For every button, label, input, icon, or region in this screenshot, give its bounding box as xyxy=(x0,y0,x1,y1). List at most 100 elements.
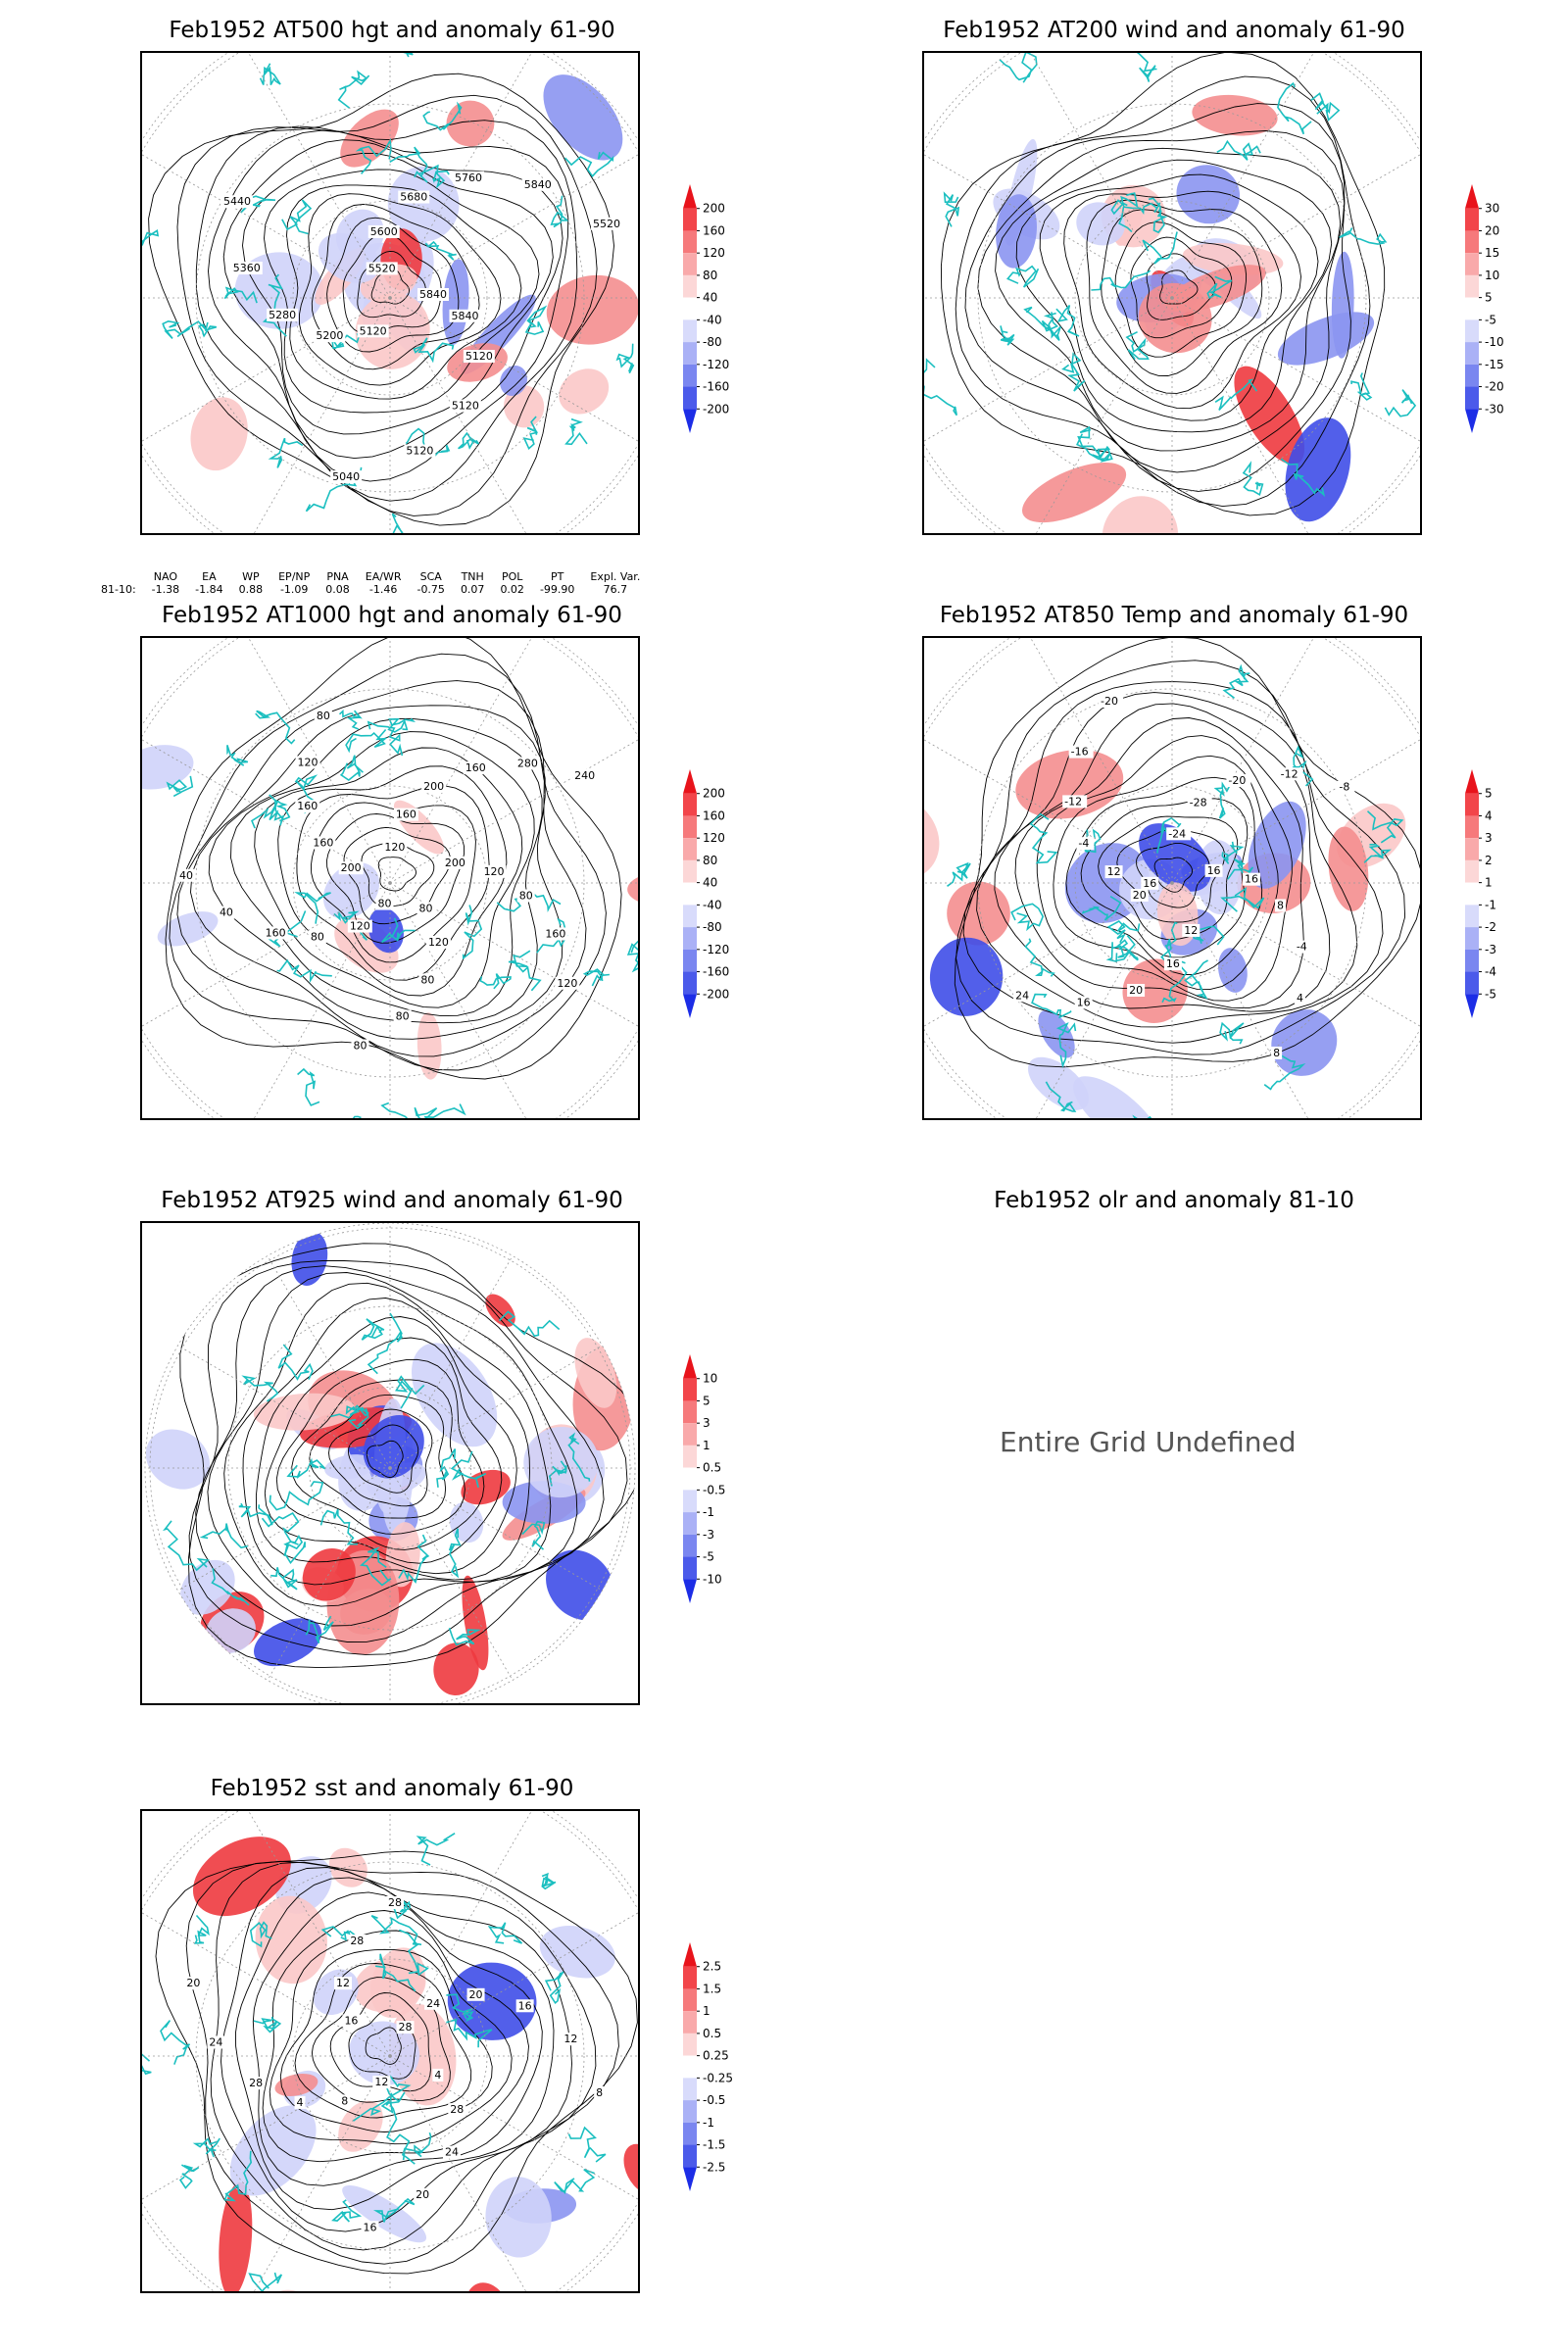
contour-label-bg xyxy=(1294,940,1312,954)
coastline xyxy=(422,101,463,131)
contour-label: -16 xyxy=(1071,746,1089,759)
coastline xyxy=(286,1457,326,1479)
colorbar-swatch xyxy=(683,838,697,860)
coastline xyxy=(1106,920,1141,944)
contour-label-bg xyxy=(466,1987,485,2001)
contour-label: 5200 xyxy=(316,329,343,342)
contour-label: -8 xyxy=(1339,781,1349,794)
contour-label-bg xyxy=(375,897,394,910)
contour-label: 120 xyxy=(384,841,405,854)
coastline xyxy=(1221,841,1245,864)
contour-label: 80 xyxy=(311,931,324,944)
anomaly-shading xyxy=(1277,312,1375,366)
contour-label: 4 xyxy=(434,2069,441,2082)
meridian-line xyxy=(177,1345,391,1469)
meridian-line xyxy=(389,735,638,884)
anomaly-shading xyxy=(1192,94,1278,136)
colorbar-tick-label: -40 xyxy=(703,313,722,326)
coastline xyxy=(248,2272,283,2291)
coastline xyxy=(395,1375,425,1409)
coastline xyxy=(333,910,368,941)
colorbar-swatch xyxy=(1465,815,1479,839)
contour-line xyxy=(326,813,466,944)
contour-label: 5040 xyxy=(332,470,360,483)
idx-v3: 0.88 xyxy=(238,583,264,596)
contour-label: 5120 xyxy=(406,445,433,458)
colorbar-tick-label: -1 xyxy=(703,2116,714,2130)
contour-line xyxy=(328,1408,433,1507)
colorbar-tick-label: -2.5 xyxy=(703,2160,725,2174)
coastline xyxy=(241,1375,279,1402)
colorbar-cap-top xyxy=(1465,184,1479,209)
coastline xyxy=(1114,939,1139,962)
contour-label-bg xyxy=(1278,767,1303,781)
coastline xyxy=(337,70,370,109)
coastline xyxy=(1384,389,1417,417)
contour-label-bg xyxy=(481,864,507,878)
contour-line xyxy=(275,1358,485,1550)
contour-line xyxy=(208,129,569,482)
idx-h1: NAO xyxy=(153,570,178,583)
meridian-line xyxy=(1171,882,1420,1031)
map-200wind xyxy=(922,51,1422,535)
contour-line xyxy=(176,680,587,1057)
colorbar-tick-label: -200 xyxy=(703,987,729,1001)
idx-h6: EA/WR xyxy=(365,570,402,583)
contour-label-bg xyxy=(452,171,484,184)
contour-label: -12 xyxy=(1064,795,1082,808)
coastline xyxy=(448,1627,481,1646)
colorbar-swatch xyxy=(683,859,697,883)
coastline xyxy=(521,1520,546,1550)
colorbar-swatch xyxy=(683,971,697,995)
contour-label-bg xyxy=(425,935,451,949)
coastline xyxy=(330,1406,369,1430)
colorbar-cap-top xyxy=(1465,769,1479,794)
contour-line xyxy=(1036,735,1293,1002)
coastline xyxy=(997,53,1038,83)
contour-label-bg xyxy=(177,868,196,882)
contour-label: 12 xyxy=(336,1977,350,1989)
contour-label: 80 xyxy=(420,973,434,986)
title-sst: Feb1952 sst and anomaly 61-90 xyxy=(210,1776,574,1801)
meridian-line xyxy=(924,150,1173,299)
coastline xyxy=(1091,270,1152,291)
contour-label: 12 xyxy=(564,2033,577,2045)
idx-h8: TNH xyxy=(461,570,484,583)
meridian-line xyxy=(242,297,391,533)
coastline xyxy=(1118,202,1161,233)
contour-label: 4 xyxy=(1297,992,1303,1004)
contour-label: -4 xyxy=(1297,941,1307,954)
colorbar-cap-top xyxy=(683,1942,697,1967)
coastline xyxy=(251,802,285,829)
colorbar-tick-label: -5 xyxy=(1485,987,1496,1001)
contour-line xyxy=(365,2027,402,2065)
meridian-line xyxy=(1171,150,1420,299)
anomaly-shading xyxy=(342,2184,427,2243)
colorbar-cap-bottom xyxy=(683,994,697,1018)
contour-line xyxy=(208,717,543,1024)
coastline xyxy=(401,2132,432,2165)
contour-label-bg xyxy=(386,1896,405,1910)
contour-label: 160 xyxy=(297,800,318,812)
meridian-line xyxy=(389,150,638,299)
colorbar-tick-label: -5 xyxy=(1485,313,1496,326)
meridian-line xyxy=(389,2055,638,2204)
colorbar-swatch xyxy=(683,2055,697,2079)
contour-label-bg xyxy=(217,906,235,919)
coastline xyxy=(536,917,568,954)
colorbar-swatch xyxy=(683,2033,697,2056)
anomaly-shading xyxy=(929,937,1004,1016)
contour-line xyxy=(277,765,508,997)
meridian-line xyxy=(242,53,391,299)
coastline xyxy=(339,755,364,781)
contour-label-bg xyxy=(247,2077,266,2090)
coastline xyxy=(1105,935,1136,963)
meridian-line xyxy=(389,297,538,533)
contour-label: 16 xyxy=(363,2221,376,2233)
coastline xyxy=(1222,663,1250,699)
coastline xyxy=(1220,887,1265,912)
colorbar-tick-label: -20 xyxy=(1485,380,1504,394)
contour-label-bg xyxy=(404,444,436,458)
meridian-line xyxy=(177,1467,391,1592)
idx-v10: -99.90 xyxy=(539,583,575,596)
